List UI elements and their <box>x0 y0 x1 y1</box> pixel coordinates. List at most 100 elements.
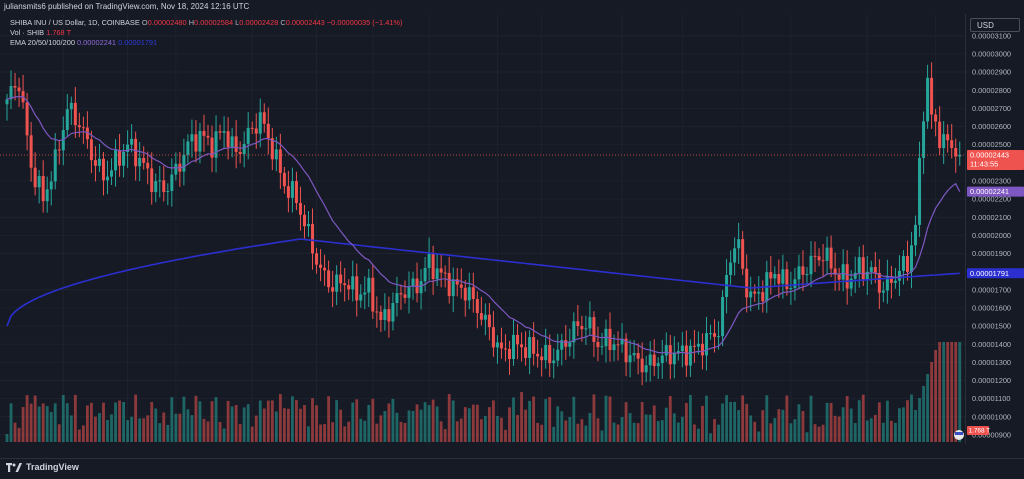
volume-bar <box>21 407 25 442</box>
candle-body <box>865 271 869 280</box>
volume-label: Vol · SHIB <box>10 28 45 37</box>
candle-body <box>640 358 644 373</box>
price-tick-label: 0.00003000 <box>972 50 1011 59</box>
price-tick-label: 0.00001400 <box>972 340 1011 349</box>
candle-body <box>162 180 166 193</box>
chart-pane[interactable]: 15May13Jun17Jul15Aug12Sep16Oct14Nov18 <box>0 14 965 468</box>
candle-body <box>845 264 849 289</box>
candle-body <box>254 128 258 134</box>
volume-bar <box>339 409 343 442</box>
candle-body <box>77 125 81 128</box>
volume-bar <box>37 406 41 442</box>
volume-value: 1.768 T <box>46 28 72 37</box>
volume-bar <box>431 399 435 442</box>
volume-bar <box>262 408 266 442</box>
candle-body <box>419 281 423 294</box>
volume-bar <box>552 426 556 442</box>
candle-body <box>483 314 487 320</box>
volume-bar <box>222 428 226 442</box>
candle-body <box>154 181 158 193</box>
candle-body <box>258 112 262 134</box>
volume-bar <box>725 395 728 442</box>
price-chart[interactable]: 15May13Jun17Jul15Aug12Sep16Oct14Nov18 <box>0 14 965 468</box>
volume-bar <box>737 410 741 442</box>
volume-bar <box>946 342 950 442</box>
volume-bar <box>258 400 262 442</box>
volume-bar <box>315 405 318 442</box>
volume-bar <box>210 401 214 442</box>
candle-body <box>210 137 214 158</box>
volume-bar <box>512 397 515 442</box>
volume-bar <box>170 397 174 442</box>
volume-bar <box>190 415 194 442</box>
volume-bar <box>942 342 946 442</box>
volume-bar <box>556 406 560 442</box>
volume-bar <box>616 424 620 442</box>
candle-body <box>741 239 745 269</box>
candle-body <box>857 257 861 273</box>
volume-bar <box>98 413 101 442</box>
volume-bar <box>363 420 367 442</box>
volume-bar <box>186 409 190 442</box>
volume-bar <box>894 422 897 442</box>
candle-body <box>668 345 672 365</box>
candle-body <box>749 291 753 298</box>
candle-body <box>158 180 162 182</box>
volume-bar <box>198 401 202 442</box>
volume-bar <box>287 408 290 442</box>
legend-ema-row[interactable]: EMA 20/50/100/200 0.00002241 0.00001791 <box>10 38 402 48</box>
candle-body <box>696 343 700 347</box>
candle-body <box>351 276 355 290</box>
legend-volume-row[interactable]: Vol · SHIB 1.768 T <box>10 28 402 38</box>
price-tick-label: 0.00001600 <box>972 304 1011 313</box>
volume-bar <box>881 422 885 442</box>
candle-body <box>684 345 688 366</box>
candle-body <box>379 311 383 320</box>
candle-body <box>918 157 922 225</box>
volume-bar <box>829 402 833 442</box>
volume-bar <box>749 415 753 442</box>
candle-body <box>383 309 387 320</box>
candle-body <box>150 168 154 193</box>
volume-bar <box>146 415 150 442</box>
volume-bar <box>455 421 459 442</box>
tradingview-logo[interactable]: TradingView <box>6 462 79 472</box>
candle-body <box>166 190 170 193</box>
volume-bar <box>73 394 77 442</box>
candle-body <box>270 138 274 160</box>
candle-body <box>692 345 696 347</box>
symbol-title[interactable]: SHIBA INU / US Dollar, 1D, COINBASE <box>10 18 140 27</box>
candle-body <box>608 328 612 351</box>
tradingview-logo-icon <box>6 462 22 472</box>
currency-button[interactable]: USD <box>970 18 1020 32</box>
candle-body <box>427 253 431 268</box>
candle-body <box>335 274 339 292</box>
price-tick-label: 0.00001900 <box>972 249 1011 258</box>
candle-body <box>793 279 797 288</box>
candle-body <box>950 140 954 149</box>
volume-bar <box>600 430 604 442</box>
candle-body <box>142 157 146 163</box>
volume-bar <box>697 428 700 442</box>
volume-bar <box>604 395 608 442</box>
volume-bar <box>194 395 198 442</box>
price-axis[interactable]: 0.00003100 0.00003000 0.00002900 0.00002800… <box>965 14 1024 444</box>
volume-bar <box>584 425 588 442</box>
candle-body <box>885 276 889 291</box>
candle-body <box>532 337 536 354</box>
volume-bar <box>805 432 809 442</box>
candle-body <box>660 355 664 364</box>
candle-body <box>841 264 845 280</box>
candle-body <box>302 214 306 227</box>
candle-body <box>206 135 210 138</box>
volume-bar <box>45 406 49 442</box>
candle-body <box>242 143 246 155</box>
price-tick-label: 0.00000900 <box>972 431 1011 440</box>
candle-body <box>343 283 347 286</box>
volume-bar <box>427 405 431 442</box>
open-value: 0.00002480 <box>147 18 187 27</box>
candle-body <box>439 268 443 273</box>
volume-bar <box>532 396 536 442</box>
volume-bar <box>242 407 246 442</box>
candle-body <box>958 154 962 157</box>
